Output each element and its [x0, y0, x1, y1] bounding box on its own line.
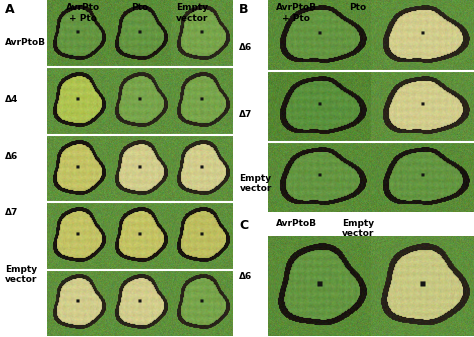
Text: AvrPto
+ Pto: AvrPto + Pto: [66, 3, 100, 23]
Text: Pto: Pto: [349, 3, 366, 12]
Text: Δ6: Δ6: [239, 43, 253, 52]
Text: Pto: Pto: [131, 3, 148, 12]
Text: AvrPtoB
+ Pto: AvrPtoB + Pto: [276, 3, 317, 23]
Text: C: C: [239, 219, 248, 232]
Text: AvrPtoB: AvrPtoB: [276, 219, 317, 228]
Text: AvrPtoB: AvrPtoB: [5, 38, 46, 47]
Text: Δ6: Δ6: [239, 272, 253, 281]
Text: Δ7: Δ7: [239, 110, 253, 119]
Text: Δ4: Δ4: [5, 95, 18, 104]
Text: Δ6: Δ6: [5, 152, 18, 161]
Text: Empty
vector: Empty vector: [239, 174, 272, 193]
Text: B: B: [239, 3, 249, 17]
Text: Empty
vector: Empty vector: [5, 265, 37, 284]
Text: Empty
vector: Empty vector: [176, 3, 208, 23]
Text: Empty
vector: Empty vector: [342, 219, 374, 239]
Text: A: A: [5, 3, 14, 17]
Text: Δ7: Δ7: [5, 208, 18, 217]
